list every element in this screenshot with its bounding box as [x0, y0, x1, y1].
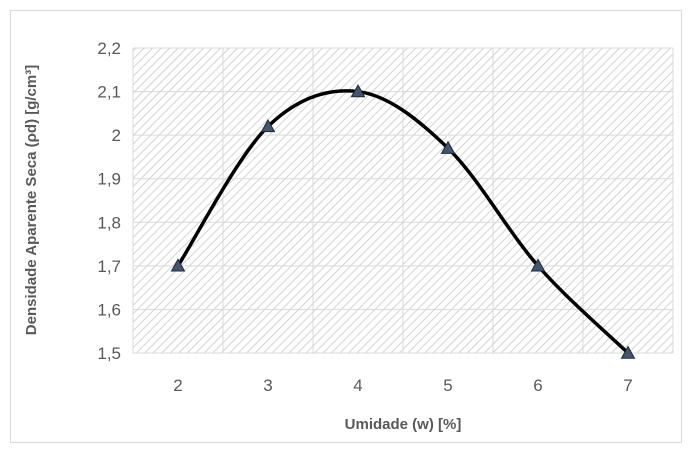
data-point: [440, 140, 456, 154]
data-point: [260, 118, 276, 133]
y-axis-tick-labels: 1,5 1,6 1,7 1,8 1,9 2 2,1 2,2: [97, 39, 121, 363]
chart-frame: 1,5 1,6 1,7 1,8 1,9 2 2,1 2,2 2 3 4 5 6 7 Umidade (w…: [10, 10, 682, 443]
y-tick-label: 1,9: [97, 170, 121, 189]
data-point: [350, 84, 366, 98]
grid-lines: [132, 47, 674, 354]
x-tick-label: 5: [443, 376, 452, 395]
dry-density-chart: 1,5 1,6 1,7 1,8 1,9 2 2,1 2,2 2 3 4 5 6 7 Umidade (w…: [23, 39, 674, 433]
data-point: [170, 258, 186, 272]
x-axis-title: Umidade (w) [%]: [345, 416, 462, 433]
y-axis-title: Densidade Aparente Seca (ρd) [g/cm³]: [23, 65, 40, 335]
y-tick-label: 1,7: [97, 257, 121, 276]
y-tick-label: 1,6: [97, 300, 121, 319]
x-tick-label: 3: [263, 376, 272, 395]
y-tick-label: 2,1: [97, 83, 121, 102]
y-tick-label: 1,8: [97, 213, 121, 232]
series-line: [176, 89, 630, 355]
y-tick-label: 2: [112, 126, 121, 145]
x-tick-label: 2: [173, 376, 182, 395]
y-tick-label: 2,2: [97, 39, 121, 58]
x-tick-label: 4: [353, 376, 362, 395]
data-point: [530, 258, 546, 272]
x-tick-label: 6: [533, 376, 542, 395]
data-point: [620, 345, 636, 359]
y-tick-label: 1,5: [97, 344, 121, 363]
data-point-markers: [170, 84, 636, 359]
x-tick-label: 7: [623, 376, 632, 395]
x-axis-tick-labels: 2 3 4 5 6 7: [173, 376, 632, 395]
